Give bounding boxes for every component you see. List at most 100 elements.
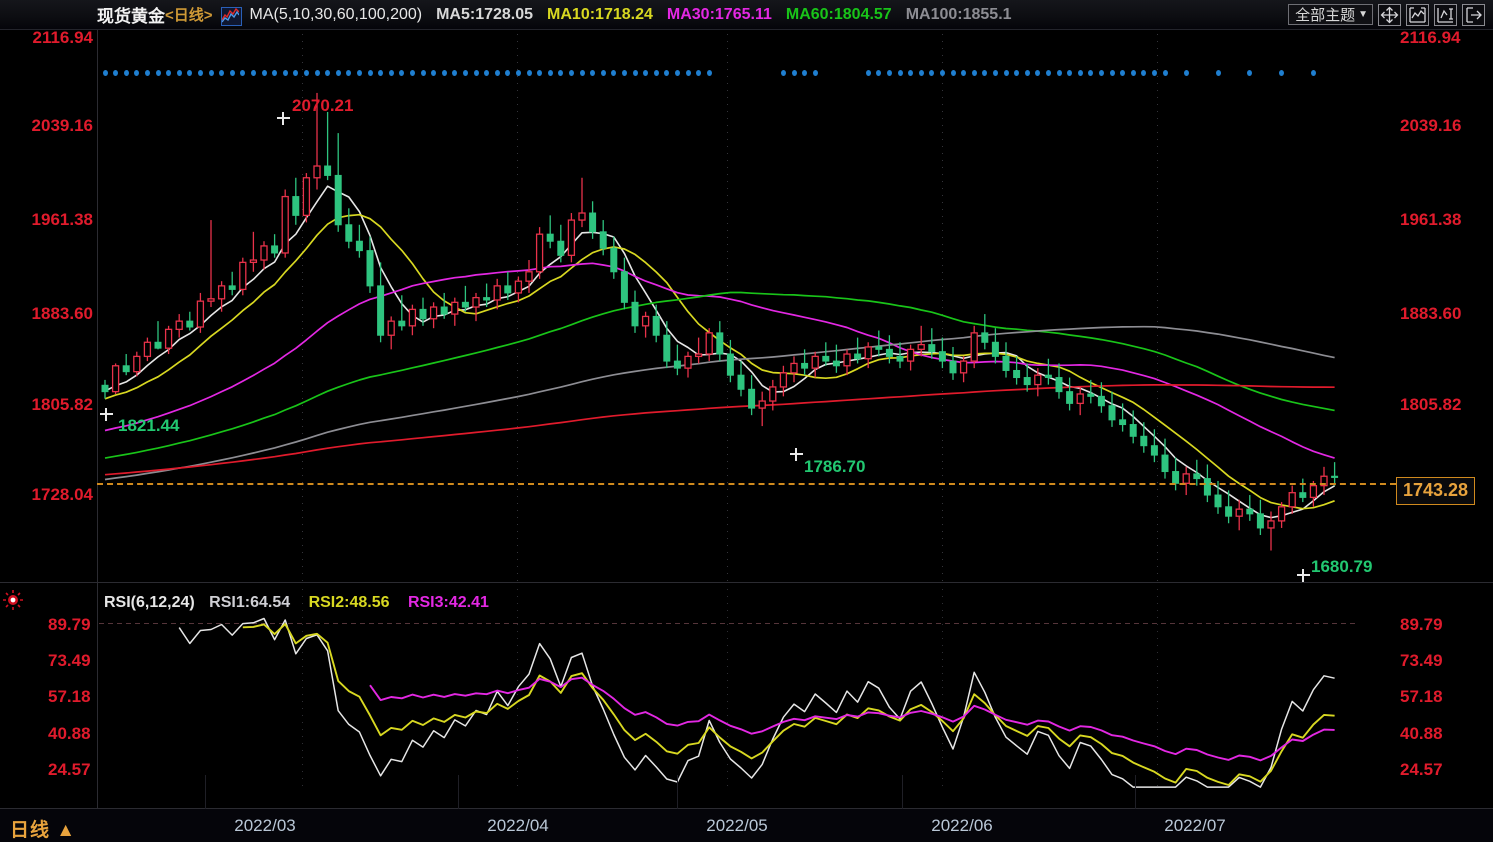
- event-marker-dot[interactable]: [367, 70, 373, 76]
- event-marker-dot[interactable]: [134, 70, 140, 76]
- rsi-plot[interactable]: [97, 583, 1356, 809]
- event-marker-dot[interactable]: [706, 70, 712, 76]
- popout-icon[interactable]: [1462, 3, 1485, 26]
- event-marker-dot[interactable]: [1151, 70, 1157, 76]
- event-marker-dot[interactable]: [505, 70, 511, 76]
- symbol-name[interactable]: 现货黄金: [97, 7, 165, 26]
- event-marker-dot[interactable]: [399, 70, 405, 76]
- event-marker-dot[interactable]: [950, 70, 956, 76]
- event-marker-dot[interactable]: [568, 70, 574, 76]
- event-marker-dot[interactable]: [272, 70, 278, 76]
- event-marker-dot[interactable]: [484, 70, 490, 76]
- rsi-indicator-pane[interactable]: 89.79 73.49 57.18 40.88 24.57 89.79 73.4…: [0, 582, 1493, 809]
- event-marker-dot[interactable]: [494, 70, 500, 76]
- event-marker-dot[interactable]: [526, 70, 532, 76]
- theme-selector[interactable]: 全部主题 ▼: [1288, 4, 1373, 25]
- event-marker-dot[interactable]: [346, 70, 352, 76]
- event-marker-dot[interactable]: [886, 70, 892, 76]
- event-marker-dot[interactable]: [1183, 70, 1189, 76]
- event-marker-dot[interactable]: [685, 70, 691, 76]
- event-marker-dot[interactable]: [303, 70, 309, 76]
- event-marker-dot[interactable]: [653, 70, 659, 76]
- event-marker-dot[interactable]: [388, 70, 394, 76]
- event-marker-dot[interactable]: [102, 70, 108, 76]
- sun-burst-icon[interactable]: [2, 589, 24, 611]
- event-marker-dot[interactable]: [261, 70, 267, 76]
- ma-indicator-label[interactable]: MA(5,10,30,60,100,200): [249, 5, 423, 23]
- event-marker-dot[interactable]: [462, 70, 468, 76]
- event-marker-dot[interactable]: [113, 70, 119, 76]
- event-marker-dot[interactable]: [187, 70, 193, 76]
- event-marker-dot[interactable]: [812, 70, 818, 76]
- event-marker-dot[interactable]: [378, 70, 384, 76]
- event-marker-dot[interactable]: [674, 70, 680, 76]
- event-marker-dot[interactable]: [208, 70, 214, 76]
- event-marker-dot[interactable]: [1024, 70, 1030, 76]
- event-marker-dot[interactable]: [1279, 70, 1285, 76]
- event-marker-dot[interactable]: [632, 70, 638, 76]
- event-marker-dot[interactable]: [282, 70, 288, 76]
- event-marker-dot[interactable]: [918, 70, 924, 76]
- event-marker-dot[interactable]: [293, 70, 299, 76]
- candlestick-plot[interactable]: [97, 30, 1356, 582]
- event-marker-dot[interactable]: [1003, 70, 1009, 76]
- symbol-period-tag[interactable]: <日线>: [165, 7, 213, 24]
- event-marker-dot[interactable]: [1067, 70, 1073, 76]
- event-marker-dot[interactable]: [431, 70, 437, 76]
- event-marker-dot[interactable]: [600, 70, 606, 76]
- event-marker-dot[interactable]: [155, 70, 161, 76]
- time-axis-bar[interactable]: 日线 ▲ 2022/03 2022/04 2022/05 2022/06 2022/07: [0, 775, 1493, 842]
- event-marker-dot[interactable]: [144, 70, 150, 76]
- event-marker-dot[interactable]: [558, 70, 564, 76]
- event-marker-dot[interactable]: [335, 70, 341, 76]
- event-marker-dot[interactable]: [664, 70, 670, 76]
- event-marker-dot[interactable]: [780, 70, 786, 76]
- event-marker-dot[interactable]: [992, 70, 998, 76]
- event-marker-dot[interactable]: [897, 70, 903, 76]
- event-marker-row[interactable]: [97, 70, 1356, 78]
- event-marker-dot[interactable]: [1056, 70, 1062, 76]
- event-marker-dot[interactable]: [1035, 70, 1041, 76]
- event-marker-dot[interactable]: [908, 70, 914, 76]
- event-marker-dot[interactable]: [166, 70, 172, 76]
- event-marker-dot[interactable]: [229, 70, 235, 76]
- event-marker-dot[interactable]: [1141, 70, 1147, 76]
- event-marker-dot[interactable]: [1014, 70, 1020, 76]
- event-marker-dot[interactable]: [1088, 70, 1094, 76]
- event-marker-dot[interactable]: [197, 70, 203, 76]
- zoom-fit-icon[interactable]: [1406, 3, 1429, 26]
- price-chart-pane[interactable]: 2116.94 2039.16 1961.38 1883.60 1805.82 …: [0, 28, 1493, 582]
- event-marker-dot[interactable]: [876, 70, 882, 76]
- event-marker-dot[interactable]: [1109, 70, 1115, 76]
- event-marker-dot[interactable]: [325, 70, 331, 76]
- timeframe-button[interactable]: 日线 ▲: [10, 820, 77, 841]
- event-marker-dot[interactable]: [1120, 70, 1126, 76]
- event-marker-dot[interactable]: [865, 70, 871, 76]
- event-marker-dot[interactable]: [590, 70, 596, 76]
- event-marker-dot[interactable]: [939, 70, 945, 76]
- event-marker-dot[interactable]: [176, 70, 182, 76]
- event-marker-dot[interactable]: [961, 70, 967, 76]
- event-marker-dot[interactable]: [611, 70, 617, 76]
- event-marker-dot[interactable]: [971, 70, 977, 76]
- event-marker-dot[interactable]: [1215, 70, 1221, 76]
- event-marker-dot[interactable]: [537, 70, 543, 76]
- event-marker-dot[interactable]: [696, 70, 702, 76]
- event-marker-dot[interactable]: [929, 70, 935, 76]
- event-marker-dot[interactable]: [791, 70, 797, 76]
- event-marker-dot[interactable]: [123, 70, 129, 76]
- rsi-title[interactable]: RSI(6,12,24): [104, 594, 195, 611]
- current-price-tag[interactable]: 1743.28: [1396, 477, 1476, 505]
- event-marker-dot[interactable]: [982, 70, 988, 76]
- event-marker-dot[interactable]: [579, 70, 585, 76]
- crosshair-icon[interactable]: [1378, 3, 1401, 26]
- event-marker-dot[interactable]: [1247, 70, 1253, 76]
- event-marker-dot[interactable]: [1045, 70, 1051, 76]
- event-marker-dot[interactable]: [1162, 70, 1168, 76]
- event-marker-dot[interactable]: [515, 70, 521, 76]
- event-marker-dot[interactable]: [240, 70, 246, 76]
- event-marker-dot[interactable]: [250, 70, 256, 76]
- event-marker-dot[interactable]: [409, 70, 415, 76]
- event-marker-dot[interactable]: [473, 70, 479, 76]
- event-marker-dot[interactable]: [1130, 70, 1136, 76]
